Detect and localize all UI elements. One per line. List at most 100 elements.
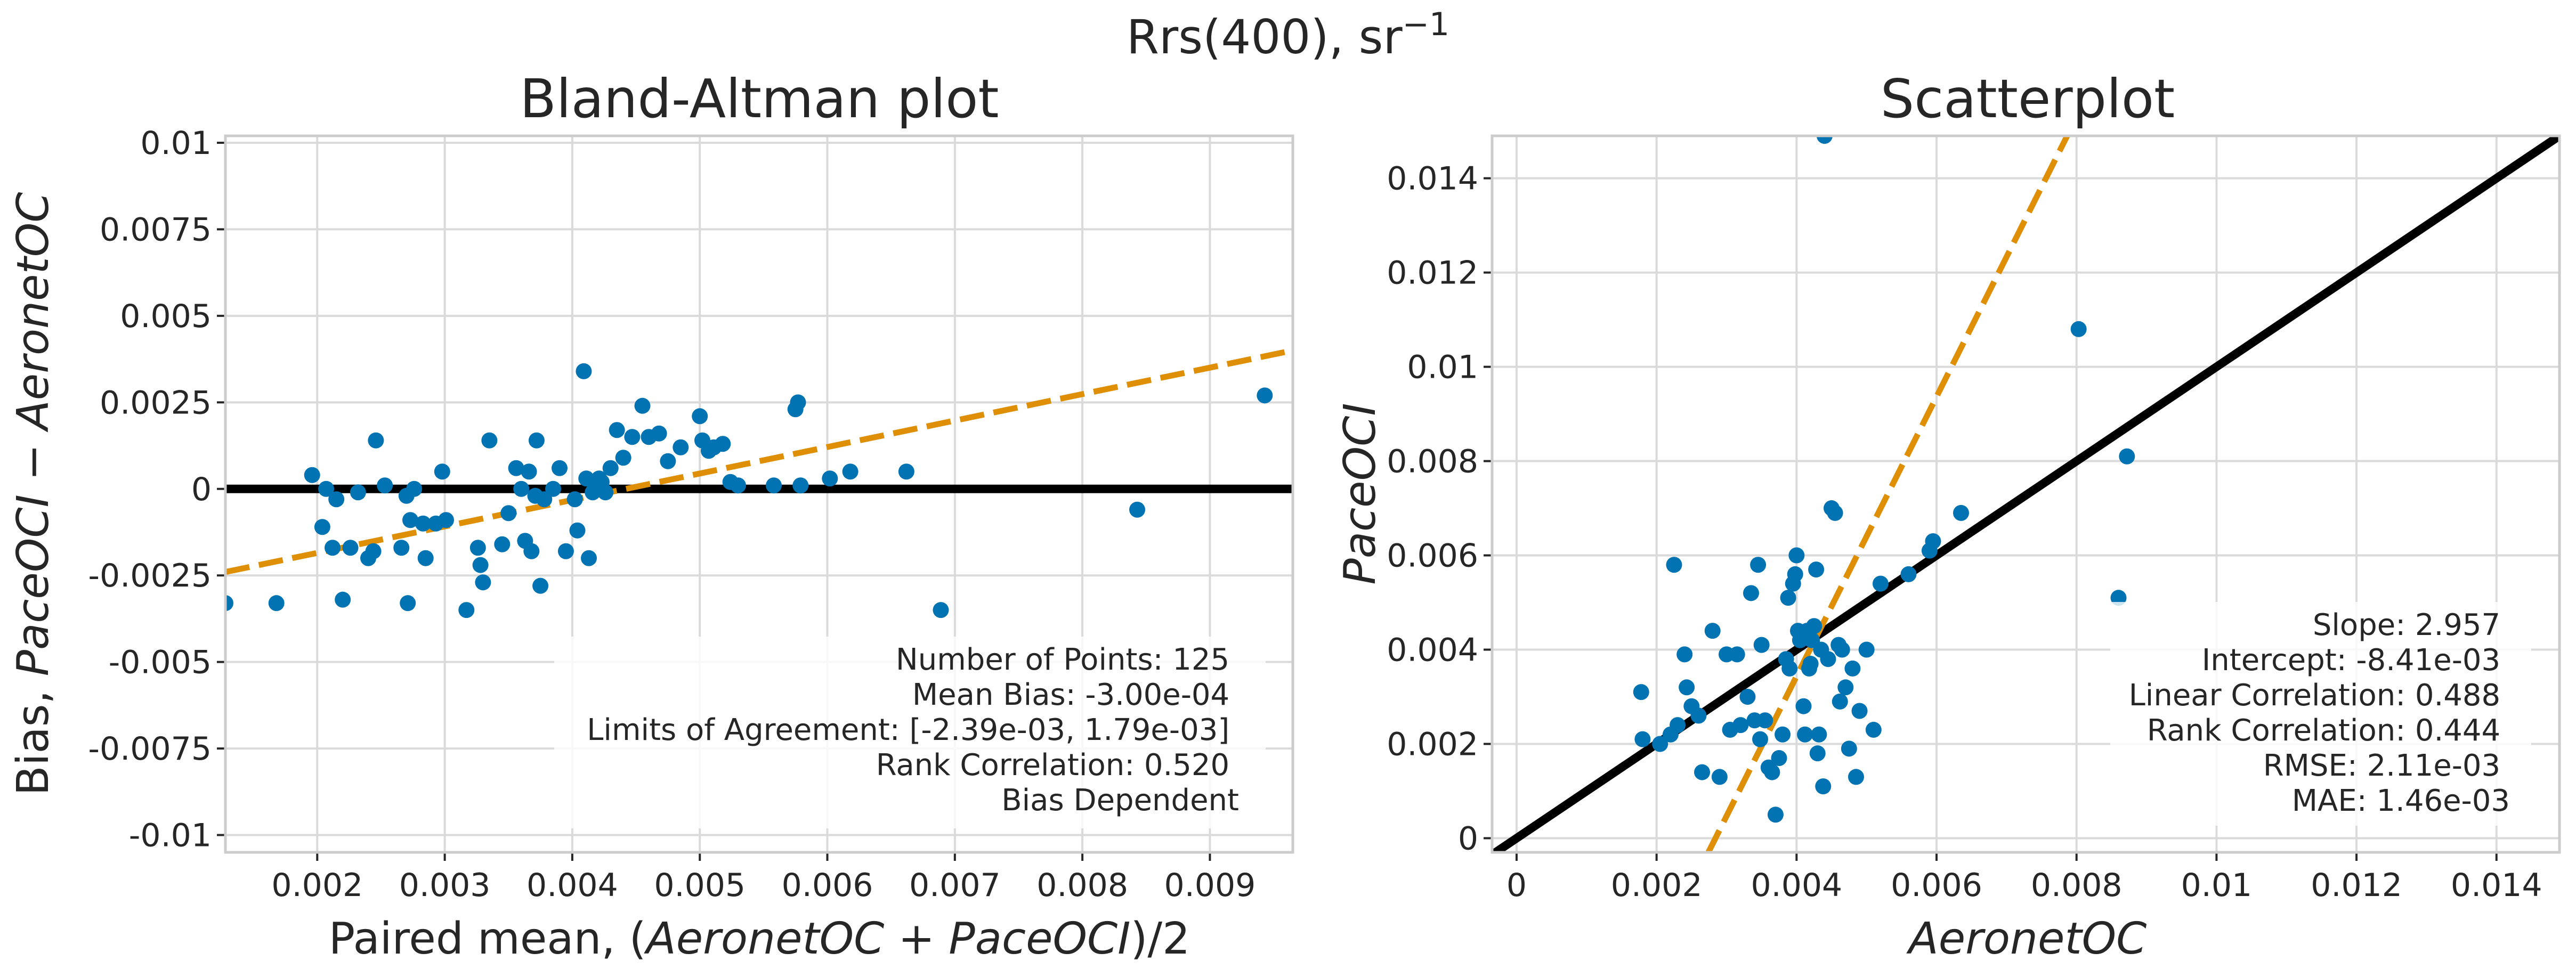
scatterplot-point	[1732, 717, 1749, 734]
bland-altman-point	[500, 505, 517, 522]
scatterplot-panel: Scatterplot 0 0.002 0.004 0.006 0.008 0.01 0.0…	[1335, 68, 2561, 964]
scatterplot-point	[1729, 646, 1745, 663]
scatterplot-point	[1771, 750, 1787, 767]
figure-suptitle: Rrs(400), sr−1	[1127, 6, 1449, 64]
scatterplot-point	[2070, 321, 2087, 337]
bland-altman-point	[393, 540, 410, 556]
scatterplot-point	[1872, 575, 1889, 592]
scatterplot-point	[1652, 736, 1668, 752]
bland-altman-point	[523, 543, 540, 559]
bland-altman-xtick-label: 0.008	[1036, 867, 1128, 904]
bland-altman-point	[557, 543, 574, 559]
scatterplot-ticks: 0 0.002 0.004 0.006 0.008 0.01 0.012 0.014 0 0.00…	[1387, 160, 2542, 904]
bland-altman-point	[325, 540, 341, 556]
scatterplot-point	[1711, 769, 1728, 785]
scatterplot-point	[1802, 656, 1819, 672]
scatterplot-ytick-label: 0	[1458, 820, 1478, 857]
bland-altman-point	[634, 397, 651, 414]
bland-altman-ytick-label: -0.0025	[88, 557, 212, 595]
bland-altman-points	[225, 363, 1273, 618]
scatterplot-point	[1797, 726, 1813, 743]
scatterplot-point	[1690, 707, 1707, 724]
bland-altman-point	[551, 460, 568, 476]
bland-altman-ytick-label: 0.0075	[100, 211, 212, 248]
scatterplot-stats: Slope: 2.957 Intercept: -8.41e-03 Linear…	[2129, 608, 2510, 818]
bland-altman-panel: Bland-Altman plot 0.002 0.003 0.004 0.005 0.…	[8, 68, 1294, 964]
scatterplot-point	[1743, 585, 1759, 601]
scatterplot-point	[1816, 136, 1833, 144]
bland-altman-title: Bland-Altman plot	[520, 68, 999, 130]
bland-altman-point	[730, 477, 747, 494]
bland-altman-point	[508, 460, 524, 476]
scatterplot-xtick-label: 0.002	[1611, 867, 1703, 904]
scatterplot-ytick-label: 0.008	[1387, 443, 1478, 481]
bland-altman-point	[335, 591, 351, 608]
bland-altman-point	[933, 602, 949, 618]
scatterplot-ytick-label: 0.002	[1387, 726, 1478, 763]
scatterplot-fit-line	[1705, 136, 2071, 852]
scatterplot-point	[1815, 778, 1832, 795]
bland-altman-point	[318, 481, 335, 497]
bland-altman-xtick-label: 0.009	[1164, 867, 1256, 904]
scatterplot-point	[1811, 726, 1827, 743]
bland-altman-xtick-label: 0.004	[526, 867, 618, 904]
bland-altman-point	[434, 463, 450, 480]
bland-altman-point	[268, 595, 285, 612]
bland-altman-point	[400, 595, 416, 612]
bland-altman-point	[581, 550, 597, 566]
bland-altman-point	[513, 481, 530, 497]
bland-altman-xtick-label: 0.002	[271, 867, 363, 904]
scatterplot-ytick-label: 0.004	[1387, 632, 1478, 669]
bland-altman-point	[692, 408, 708, 425]
scatterplot-xlabel: AeronetOC	[1906, 914, 2147, 964]
bland-altman-point	[472, 557, 489, 573]
scatterplot-xtick-label: 0.01	[2181, 867, 2253, 904]
scatterplot-point	[1753, 637, 1770, 653]
bland-altman-xtick-label: 0.005	[654, 867, 746, 904]
scatterplot-point	[1633, 684, 1649, 701]
bland-altman-fit-line	[225, 347, 1293, 575]
bland-altman-point	[545, 481, 562, 497]
scatterplot-point	[1781, 660, 1798, 677]
scatterplot-point	[1925, 533, 1941, 549]
bland-altman-point	[609, 422, 625, 438]
bland-altman-point	[715, 436, 731, 452]
bland-altman-point	[350, 484, 366, 501]
scatterplot-point	[1820, 651, 1836, 667]
scatterplot-xtick-label: 0.014	[2451, 867, 2542, 904]
bland-altman-point	[475, 574, 491, 591]
scatterplot-point	[1858, 641, 1875, 658]
scatterplot-point	[1739, 688, 1756, 705]
bland-altman-xlabel: Paired mean, (AeronetOC + PaceOCI)/2	[329, 914, 1190, 964]
scatterplot-point	[1809, 745, 1826, 762]
bland-altman-point	[532, 577, 549, 594]
scatterplot-point	[1757, 712, 1773, 729]
scatterplot-point	[1767, 807, 1784, 823]
bland-altman-axes-frame	[224, 134, 1294, 854]
scatterplot-point	[1676, 646, 1693, 663]
scatterplot-point	[1851, 703, 1868, 719]
scatterplot-point	[1841, 740, 1857, 757]
bland-altman-point	[792, 477, 809, 494]
scatterplot-xtick-label: 0.004	[1751, 867, 1842, 904]
bland-altman-point	[673, 439, 689, 455]
scatterplot-xtick-label: 0.012	[2311, 867, 2402, 904]
bland-altman-point	[438, 512, 455, 528]
bland-altman-ytick-label: -0.005	[109, 644, 212, 681]
scatterplot-point	[1795, 698, 1812, 714]
scatterplot-point	[1704, 623, 1721, 639]
scatterplot-point	[1848, 769, 1864, 785]
bland-altman-point	[569, 522, 586, 539]
bland-altman-point	[597, 484, 614, 501]
scatterplot-ytick-label: 0.014	[1387, 160, 1478, 198]
bland-altman-point	[1257, 387, 1273, 404]
bland-altman-point	[1129, 501, 1146, 518]
bland-altman-point	[660, 453, 676, 469]
scatterplot-stats-box	[2110, 602, 2531, 826]
bland-altman-point	[406, 481, 423, 497]
bland-altman-point	[458, 602, 475, 618]
bland-altman-ytick-label: -0.0075	[88, 730, 212, 768]
bland-altman-point	[415, 515, 431, 532]
bland-altman-ytick-label: 0.01	[140, 125, 212, 162]
bland-altman-point	[494, 536, 511, 552]
